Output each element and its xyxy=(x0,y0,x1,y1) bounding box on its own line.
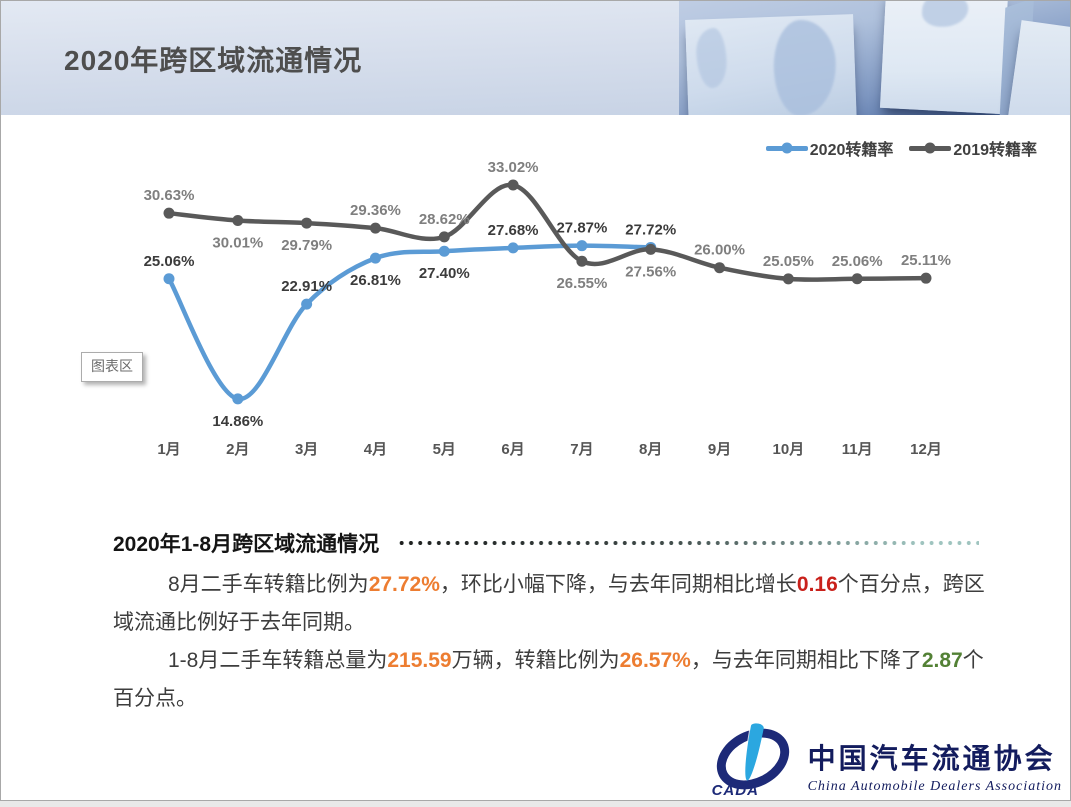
cube-image xyxy=(685,14,857,115)
org-name-english: China Automobile Dealers Association xyxy=(807,779,1062,794)
x-axis-label: 10月 xyxy=(773,441,805,458)
data-label: 26.81% xyxy=(350,272,401,289)
paragraph: 8月二手车转籍比例为27.72%，环比小幅下降，与去年同期相比增长0.16个百分… xyxy=(113,566,991,642)
divider-dots xyxy=(397,539,979,547)
data-point[interactable] xyxy=(369,222,381,234)
data-label: 25.11% xyxy=(901,252,951,269)
map-silhouette xyxy=(695,27,728,89)
data-point[interactable] xyxy=(782,273,794,285)
text-run: 8月二手车转籍比例为 xyxy=(168,573,369,596)
legend-swatch-2019 xyxy=(909,145,952,151)
text-run: 个百分点，跨区域流通比例好于去年同期。 xyxy=(113,573,985,634)
data-point[interactable] xyxy=(232,214,244,226)
data-point[interactable] xyxy=(163,273,175,285)
data-label: 26.55% xyxy=(556,275,607,292)
x-axis-label: 8月 xyxy=(639,441,662,458)
chart-area-tooltip: 图表区 xyxy=(81,352,143,382)
org-names: 中国汽车流通协会 China Automobile Dealers Associ… xyxy=(808,725,1062,795)
data-label: 27.68% xyxy=(488,222,539,239)
cube-image xyxy=(879,1,1034,115)
data-point[interactable] xyxy=(851,273,863,285)
x-axis-label: 7月 xyxy=(570,441,593,458)
x-axis-label: 1月 xyxy=(157,441,180,458)
data-label: 29.79% xyxy=(281,237,332,254)
data-label: 25.06% xyxy=(832,253,883,270)
data-point[interactable] xyxy=(301,298,313,310)
legend-label: 2020转籍率 xyxy=(809,142,894,159)
x-axis-label: 6月 xyxy=(501,441,524,458)
map-silhouette xyxy=(772,19,838,115)
highlight-value: 215.59 xyxy=(387,649,452,672)
data-point[interactable] xyxy=(920,272,932,284)
data-point[interactable] xyxy=(301,217,313,229)
data-label: 30.01% xyxy=(212,234,263,251)
series-line-2020转籍率[interactable] xyxy=(166,243,653,402)
data-label: 22.91% xyxy=(281,278,332,295)
x-axis-label: 12月 xyxy=(910,441,942,458)
legend-item-2020[interactable]: 2020转籍率 xyxy=(765,136,894,160)
text-run: 万辆，转籍比例为 xyxy=(451,649,620,672)
text-run: ，环比小幅下降，与去年同期相比增长 xyxy=(439,573,797,596)
text-run: ，与去年同期相比下降了 xyxy=(690,649,922,672)
data-point[interactable] xyxy=(232,393,244,405)
chart-region: 2020转籍率 2019转籍率 1月 2月 3月 4月 5月 6月 7月 8月 9月 10月 11月… xyxy=(1,115,1070,501)
data-point[interactable] xyxy=(576,240,588,252)
cada-acronym: CADA xyxy=(711,782,759,799)
highlight-value: 0.16 xyxy=(796,573,838,596)
data-label: 27.87% xyxy=(556,220,607,237)
dotted-divider xyxy=(397,539,979,547)
text-run: 个百分点。 xyxy=(113,649,984,710)
body-text: 8月二手车转籍比例为27.72%，环比小幅下降，与去年同期相比增长0.16个百分… xyxy=(113,566,991,718)
data-point[interactable] xyxy=(369,252,381,264)
highlight-value: 2.87 xyxy=(921,649,963,672)
legend-swatch-2020 xyxy=(765,145,808,151)
text-run: 1-8月二手车转籍总量为 xyxy=(168,649,388,672)
paragraph: 1-8月二手车转籍总量为215.59万辆，转籍比例为26.57%，与去年同期相比… xyxy=(113,642,991,718)
x-axis-label: 2月 xyxy=(226,441,249,458)
data-label: 27.40% xyxy=(419,265,470,282)
x-axis-label: 3月 xyxy=(295,441,318,458)
page-title: 2020年跨区域流通情况 xyxy=(64,45,363,76)
data-label: 29.36% xyxy=(350,202,401,219)
highlight-value: 27.72% xyxy=(368,573,440,596)
org-name-chinese: 中国汽车流通协会 xyxy=(807,744,1056,775)
x-axis-label: 11月 xyxy=(842,441,873,458)
section-header: 2020年1-8月跨区域流通情况 xyxy=(113,528,979,558)
data-label: 26.00% xyxy=(694,242,745,259)
cubes-graphic xyxy=(679,1,1070,115)
data-label: 27.56% xyxy=(625,263,676,280)
data-point[interactable] xyxy=(507,179,519,191)
data-label: 14.86% xyxy=(212,413,263,430)
data-point[interactable] xyxy=(714,262,726,274)
chart-legend[interactable]: 2020转籍率 2019转籍率 xyxy=(765,136,1037,160)
data-label: 28.62% xyxy=(419,211,470,228)
data-point[interactable] xyxy=(163,207,175,219)
association-logo: CADA 中国汽车流通协会 China Automobile Dealers A… xyxy=(706,716,1062,800)
data-point[interactable] xyxy=(507,242,519,254)
data-label: 25.05% xyxy=(763,253,814,270)
data-point[interactable] xyxy=(438,231,450,243)
section-title: 2020年1-8月跨区域流通情况 xyxy=(113,533,380,556)
highlight-value: 26.57% xyxy=(619,649,691,672)
header-banner: 2020年跨区域流通情况 xyxy=(1,1,1070,115)
legend-item-2019[interactable]: 2019转籍率 xyxy=(909,136,1037,160)
data-point[interactable] xyxy=(645,243,657,255)
data-label: 30.63% xyxy=(144,187,195,204)
data-point[interactable] xyxy=(576,255,588,267)
x-axis-label: 5月 xyxy=(433,441,456,458)
data-label: 25.06% xyxy=(144,253,195,270)
x-axis-label: 4月 xyxy=(364,441,387,458)
chart-canvas[interactable]: 1月 2月 3月 4月 5月 6月 7月 8月 9月 10月 11月 12月 25.06% 14.86% 2… xyxy=(1,136,1071,486)
legend-label: 2019转籍率 xyxy=(953,142,1037,159)
x-axis-label: 9月 xyxy=(708,441,731,458)
cada-emblem-icon: CADA xyxy=(706,716,800,800)
data-point[interactable] xyxy=(438,245,450,257)
data-label: 27.72% xyxy=(625,221,676,238)
map-silhouette xyxy=(920,1,969,29)
data-label: 33.02% xyxy=(488,159,539,176)
